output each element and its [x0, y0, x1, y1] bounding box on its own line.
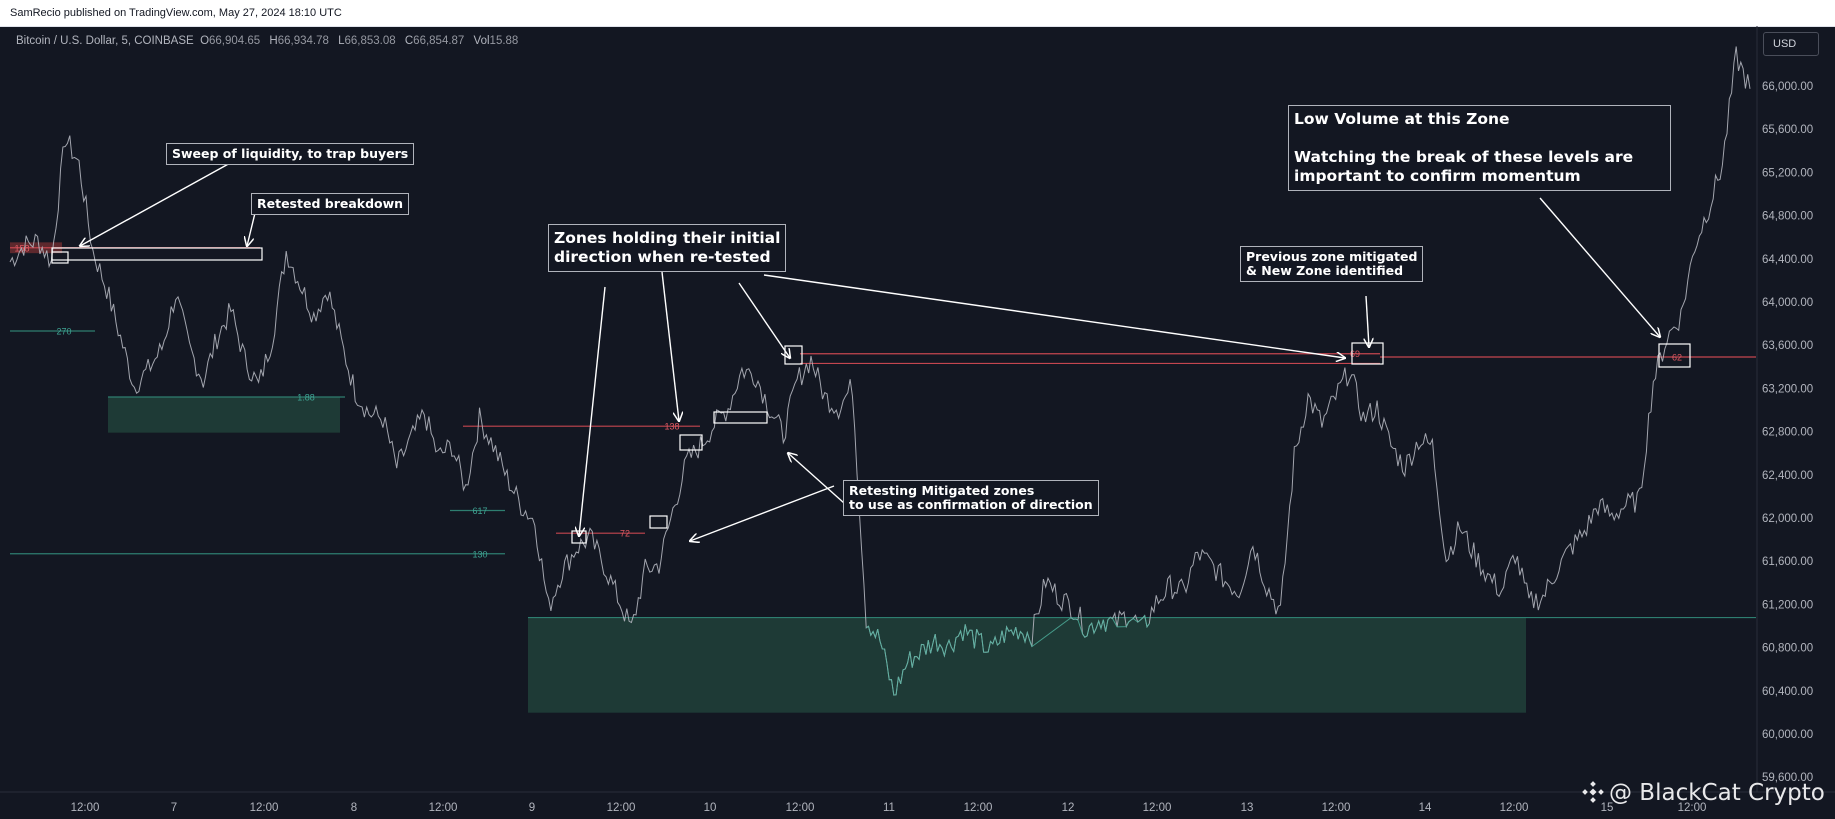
x-tick-label: 12:00 [429, 802, 458, 814]
x-tick-label: 9 [529, 802, 535, 814]
highlight-box [1658, 343, 1691, 368]
x-tick-label: 8 [351, 802, 357, 814]
y-tick-label: 63,600.00 [1762, 340, 1813, 352]
annotation-sweep: Sweep of liquidity, to trap buyers [166, 143, 415, 165]
level-label: 138 [664, 422, 679, 432]
x-tick-label: 12:00 [786, 802, 815, 814]
close-value: 66,854.87 [413, 35, 465, 47]
open-value: 66,904.65 [209, 35, 261, 47]
annotation-arrow [690, 485, 835, 541]
annotation-retesting: Retesting Mitigated zones to use as conf… [843, 480, 1099, 516]
level-label: 617 [472, 506, 487, 516]
annotation-arrow [661, 271, 679, 421]
x-tick-label: 11 [883, 802, 895, 814]
y-tick-label: 60,800.00 [1762, 643, 1813, 655]
x-tick-label: 15 [1601, 802, 1614, 814]
annotation-retested: Retested breakdown [251, 193, 410, 215]
level-label: 130 [472, 549, 487, 559]
annotation-arrow [788, 453, 845, 504]
annotation-arrow [738, 282, 790, 358]
x-tick-label: 14 [1419, 802, 1432, 814]
level-label: 69 [1350, 349, 1360, 359]
currency-button[interactable]: USD [1763, 32, 1819, 56]
watermark-text: @ BlackCat Crypto [1609, 780, 1825, 806]
y-tick-label: 66,000.00 [1762, 81, 1813, 93]
y-tick-label: 62,800.00 [1762, 427, 1813, 439]
zone-demand [108, 396, 340, 433]
y-tick-label: 62,400.00 [1762, 470, 1813, 482]
x-tick-label: 10 [704, 802, 717, 814]
x-tick-label: 12:00 [607, 802, 636, 814]
x-tick-label: 12:00 [964, 802, 993, 814]
annotation-low-volume: Low Volume at this Zone Watching the bre… [1288, 105, 1671, 191]
volume-label: Vol [473, 35, 490, 47]
y-tick-label: 64,400.00 [1762, 254, 1813, 266]
y-tick-label: 64,000.00 [1762, 297, 1813, 309]
price-line-in-zone [865, 614, 1150, 696]
y-tick-label: 61,600.00 [1762, 556, 1813, 568]
level-label: 62 [1672, 352, 1682, 362]
x-tick-label: 12:00 [1678, 802, 1707, 814]
y-tick-label: 64,800.00 [1762, 211, 1813, 223]
y-tick-label: 62,000.00 [1762, 513, 1813, 525]
open-label: O [200, 35, 210, 47]
annotation-zones-holding: Zones holding their initial direction wh… [548, 224, 787, 272]
highlight-box [679, 434, 703, 451]
y-tick-label: 61,200.00 [1762, 599, 1813, 611]
symbol-name: Bitcoin / U.S. Dollar, 5, COINBASE [16, 35, 194, 47]
level-label: 1.88 [297, 392, 315, 402]
annotation-arrow [1366, 295, 1369, 347]
y-tick-label: 63,200.00 [1762, 383, 1813, 395]
annotation-arrow [1539, 197, 1660, 337]
x-tick-label: 13 [1241, 802, 1254, 814]
close-label: C [404, 35, 414, 47]
series-layer [9, 46, 1751, 696]
y-tick-label: 59,600.00 [1762, 772, 1813, 784]
symbol-legend: Bitcoin / U.S. Dollar, 5, COINBASE O66,9… [16, 35, 524, 47]
highlight-box [713, 411, 768, 424]
axes-layer: 66,000.00 65,600.00 65,200.00 64,800.00 64,4… [0, 26, 1835, 814]
annotation-arrow [763, 274, 1345, 358]
zones-layer [10, 242, 1526, 713]
annotation-arrow [80, 161, 233, 246]
high-value: 66,934.78 [277, 35, 329, 47]
publish-bar: SamRecio published on TradingView.com, M… [0, 0, 1835, 27]
publish-info: SamRecio published on TradingView.com, M… [10, 7, 342, 19]
y-tick-label: 60,000.00 [1762, 729, 1813, 741]
highlight-box [51, 247, 263, 261]
highlight-boxes-layer [51, 247, 1691, 544]
annotation-arrow [579, 286, 606, 536]
low-value: 66,853.08 [344, 35, 396, 47]
x-tick-label: 12:00 [1500, 802, 1529, 814]
x-tick-label: 12:00 [71, 802, 100, 814]
arrows-layer [80, 161, 1660, 541]
blackcat-logo-icon [1582, 781, 1604, 803]
high-label: H [269, 35, 278, 47]
y-tick-label: 65,200.00 [1762, 167, 1813, 179]
volume-value: 15.88 [489, 35, 519, 47]
annotation-arrow [247, 212, 256, 246]
y-tick-label: 65,600.00 [1762, 124, 1813, 136]
level-label: 72 [620, 529, 630, 539]
x-tick-label: 12:00 [250, 802, 279, 814]
highlight-box [51, 251, 69, 264]
low-label: L [338, 35, 345, 47]
level-label: 270 [56, 327, 71, 337]
x-tick-label: 12:00 [1322, 802, 1351, 814]
x-tick-label: 12:00 [1143, 802, 1172, 814]
x-tick-label: 7 [171, 802, 177, 814]
highlight-box [649, 515, 668, 529]
x-tick-label: 12 [1062, 802, 1075, 814]
annotation-previous-zone: Previous zone mitigated & New Zone ident… [1240, 246, 1424, 282]
y-tick-label: 60,400.00 [1762, 686, 1813, 698]
watermark: @ BlackCat Crypto [1582, 780, 1825, 806]
